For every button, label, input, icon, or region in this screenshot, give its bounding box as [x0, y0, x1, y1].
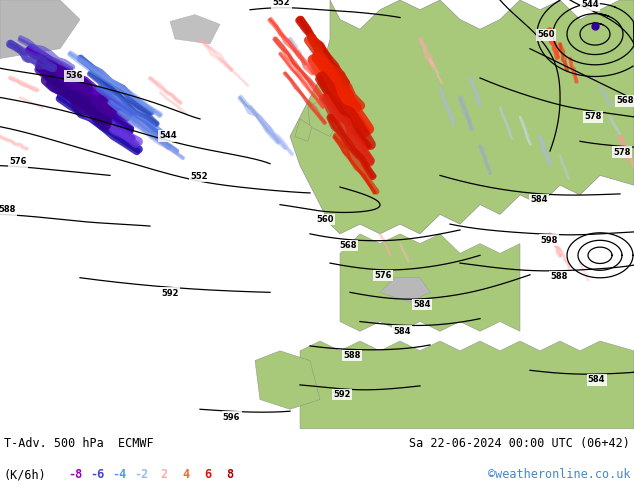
Text: 598: 598	[541, 236, 558, 245]
Text: 592: 592	[333, 390, 351, 399]
Text: 584: 584	[413, 300, 431, 309]
Text: 8: 8	[226, 468, 233, 482]
Polygon shape	[380, 278, 430, 302]
Polygon shape	[300, 341, 634, 429]
Polygon shape	[340, 234, 520, 331]
Polygon shape	[290, 0, 634, 234]
Text: 588: 588	[0, 205, 16, 214]
Text: 6: 6	[204, 468, 211, 482]
Text: 588: 588	[344, 351, 361, 360]
Text: 568: 568	[339, 241, 356, 250]
Text: 584: 584	[393, 326, 411, 336]
Text: 568: 568	[616, 97, 634, 105]
Polygon shape	[255, 351, 320, 409]
Text: Sa 22-06-2024 00:00 UTC (06+42): Sa 22-06-2024 00:00 UTC (06+42)	[409, 437, 630, 450]
Text: -6: -6	[90, 468, 104, 482]
Text: 596: 596	[223, 413, 240, 421]
Text: -4: -4	[112, 468, 126, 482]
Text: 560: 560	[538, 30, 555, 39]
Text: 584: 584	[588, 375, 605, 385]
Text: 560: 560	[316, 215, 333, 224]
Text: 536: 536	[65, 72, 83, 80]
Text: 578: 578	[584, 112, 602, 122]
Text: -8: -8	[68, 468, 82, 482]
Polygon shape	[170, 15, 220, 44]
Text: 592: 592	[162, 289, 179, 298]
Text: 4: 4	[182, 468, 189, 482]
Text: -2: -2	[134, 468, 148, 482]
Text: 552: 552	[190, 172, 208, 181]
Text: T-Adv. 500 hPa  ECMWF: T-Adv. 500 hPa ECMWF	[4, 437, 153, 450]
Text: 552: 552	[273, 0, 290, 7]
Text: 584: 584	[531, 195, 548, 204]
Text: 576: 576	[374, 271, 391, 280]
Text: 2: 2	[160, 468, 167, 482]
Text: 544: 544	[581, 0, 599, 9]
Text: 544: 544	[160, 131, 178, 140]
Text: 576: 576	[10, 157, 27, 166]
Text: 578: 578	[613, 147, 631, 157]
Polygon shape	[0, 0, 80, 58]
Polygon shape	[308, 98, 340, 136]
Text: (K/6h): (K/6h)	[4, 468, 47, 482]
Polygon shape	[295, 119, 312, 141]
Text: 588: 588	[550, 272, 568, 281]
Text: ©weatheronline.co.uk: ©weatheronline.co.uk	[488, 468, 630, 482]
